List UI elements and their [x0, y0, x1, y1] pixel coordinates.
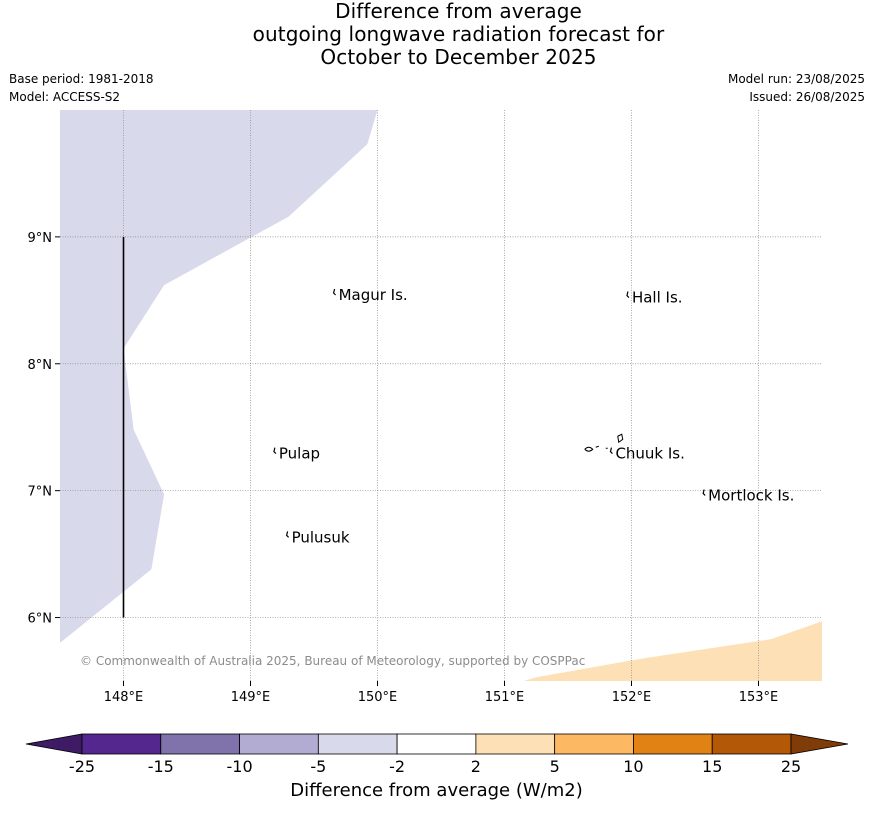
lon-tick-label: 151°E: [485, 690, 525, 705]
colorbar-tick-label: 2: [471, 757, 481, 776]
lat-tick-label: 6°N: [28, 612, 53, 627]
place-label: Pulusuk: [292, 528, 350, 546]
colorbar-box: [160, 733, 240, 755]
place-label: Hall Is.: [632, 289, 683, 307]
colorbar-tick-label: 5: [550, 757, 560, 776]
colorbar-tick-label: -2: [389, 757, 405, 776]
colorbar-box: [711, 733, 792, 755]
colorbar-extend-low: [25, 733, 83, 755]
place-label: Pulap: [279, 445, 320, 463]
meta-left: Base period: 1981-2018 Model: ACCESS-S2: [9, 70, 154, 106]
island-marker: [285, 531, 290, 538]
lat-tick-label: 7°N: [28, 485, 53, 500]
place-label: Mortlock Is.: [708, 486, 794, 504]
colorbar-title: Difference from average (W/m2): [290, 780, 583, 801]
colorbar-tick-label: 15: [702, 757, 722, 776]
lon-tick-label: 149°E: [231, 690, 271, 705]
colorbar-tick-label: 25: [781, 757, 801, 776]
lon-tick-label: 150°E: [358, 690, 398, 705]
island-marker: [702, 489, 706, 496]
island-marker: [273, 447, 277, 455]
lat-tick-label: 8°N: [28, 358, 53, 373]
colorbar-box: [81, 733, 162, 755]
colorbar-extend-high: [790, 733, 849, 755]
lon-tick-label: 152°E: [612, 690, 652, 705]
issued-date: Issued: 26/08/2025: [749, 90, 865, 104]
colorbar-tick-label: -15: [148, 757, 174, 776]
title-line-2: outgoing longwave radiation forecast for: [252, 22, 665, 46]
model-name: Model: ACCESS-S2: [9, 90, 121, 104]
colorbar: -25 -15 -10 -5 -2 2 5 10 15 25: [25, 733, 849, 776]
copyright-text: © Commonwealth of Australia 2025, Bureau…: [80, 654, 585, 668]
island-marker: [626, 291, 630, 298]
title-line-1: Difference from average: [335, 0, 582, 23]
chuuk-lagoon-outline: [584, 433, 624, 452]
place-label: Chuuk Is.: [615, 445, 684, 463]
shaded-region-2: [523, 621, 822, 681]
lat-tick-label: 9°N: [28, 231, 53, 246]
lon-tick-label: 153°E: [739, 690, 779, 705]
colorbar-tick-label: 10: [623, 757, 643, 776]
model-run: Model run: 23/08/2025: [727, 72, 865, 86]
map-plot: 148°E 149°E 150°E 151°E 152°E 153°E 9°N 8°N 7°N 6…: [28, 110, 822, 705]
colorbar-box: [396, 733, 477, 755]
colorbar-tick-label: -5: [310, 757, 326, 776]
lon-tick-label: 148°E: [104, 690, 144, 705]
colorbar-box: [239, 733, 319, 755]
chart-title: Difference from average outgoing longwav…: [0, 0, 873, 69]
title-line-3: October to December 2025: [320, 45, 597, 69]
colorbar-box: [475, 733, 556, 755]
island-marker: [332, 288, 337, 296]
shaded-region-1: [60, 110, 378, 643]
place-label: Magur Is.: [339, 286, 408, 304]
colorbar-tick-label: -25: [69, 757, 95, 776]
island-marker: [609, 447, 613, 455]
meta-right: Model run: 23/08/2025 Issued: 26/08/2025: [728, 70, 865, 106]
colorbar-box: [317, 733, 398, 755]
colorbar-tick-label: -10: [226, 757, 252, 776]
base-period: Base period: 1981-2018: [9, 72, 154, 86]
colorbar-box: [554, 733, 634, 755]
colorbar-box: [633, 733, 713, 755]
